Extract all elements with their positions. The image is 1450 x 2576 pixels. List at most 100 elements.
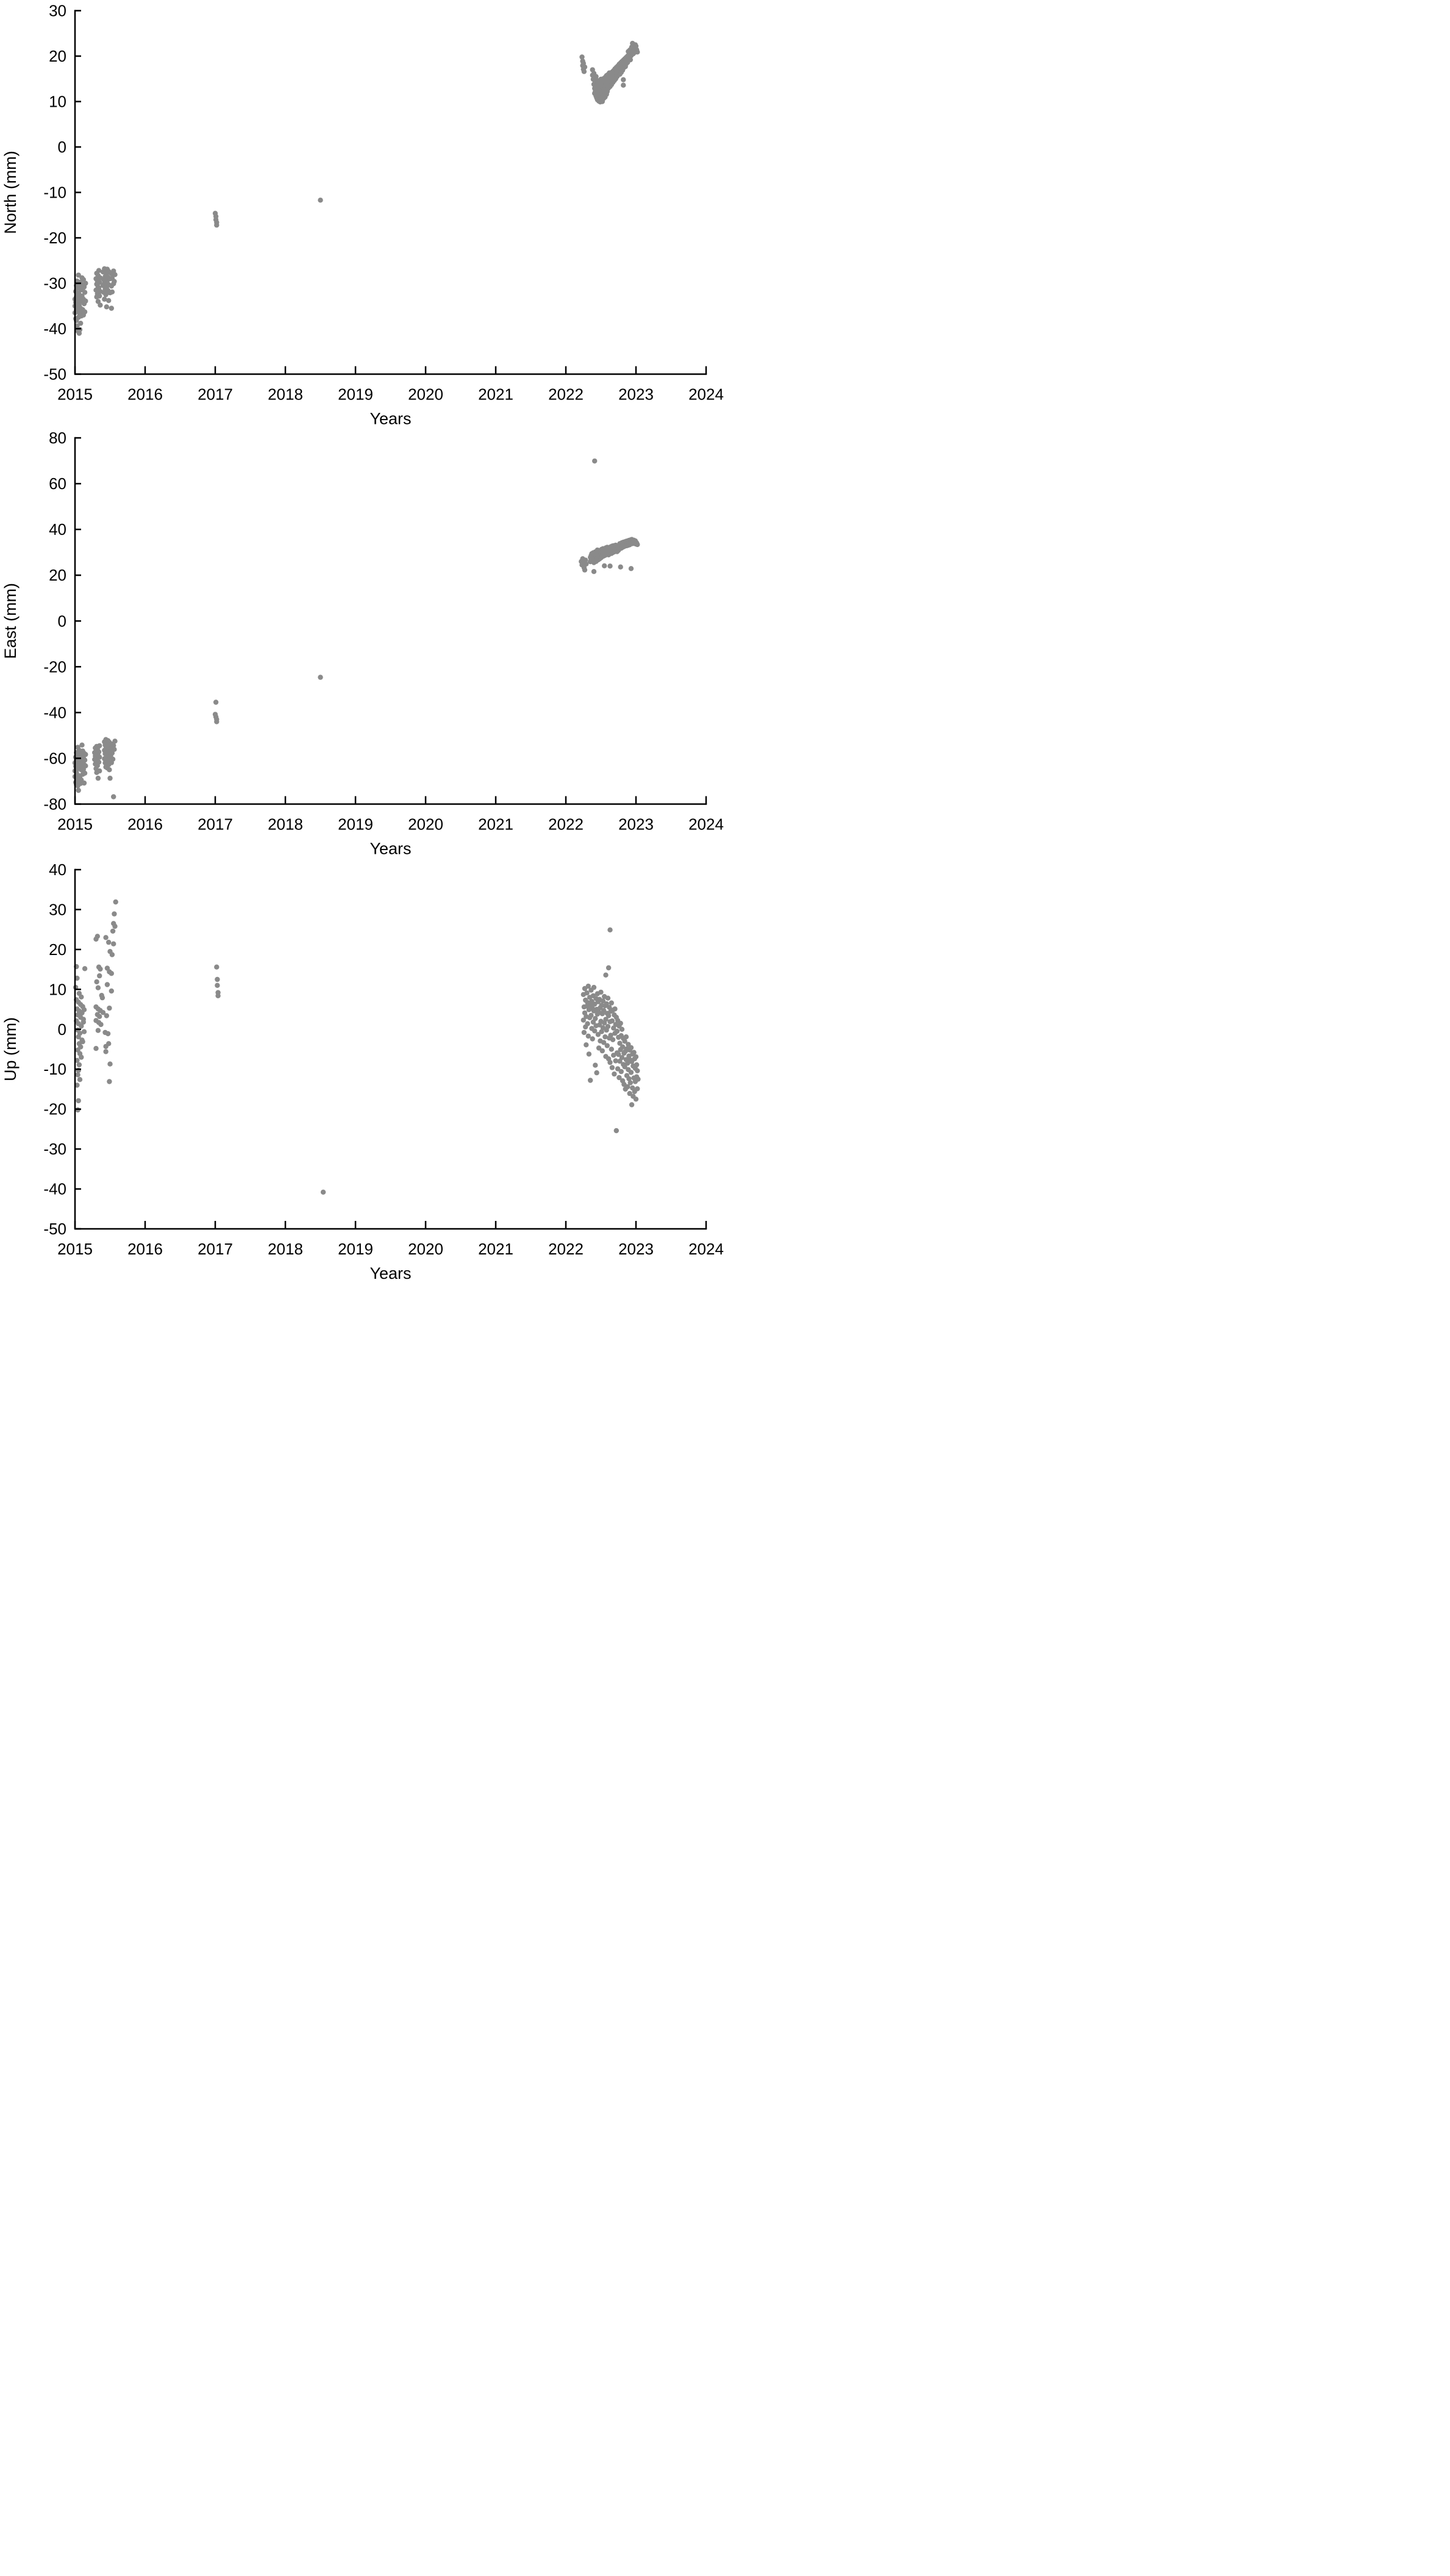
data-point [635, 542, 640, 548]
data-point [580, 1017, 586, 1023]
data-point [93, 1046, 99, 1051]
data-point [608, 1032, 613, 1038]
x-tick-label: 2024 [688, 815, 724, 834]
data-point [83, 298, 88, 304]
data-point [110, 928, 116, 934]
data-point [109, 289, 115, 295]
y-tick-label: -30 [43, 274, 66, 293]
y-tick-label: -20 [43, 657, 66, 676]
panel-up: 40 30 20 10 0 -10 -20 -30 -40 -50 2015 2016 2017 2018… [0, 859, 725, 1288]
data-point [605, 1024, 611, 1029]
data-point [607, 1059, 613, 1065]
data-point [81, 1029, 87, 1034]
x-tick-label: 2016 [127, 385, 163, 404]
data-point [104, 304, 109, 310]
y-tick-label: 0 [58, 1020, 66, 1039]
y-tick-label: 40 [49, 520, 66, 538]
data-point [591, 569, 597, 574]
y-axis-title: Up (mm) [1, 1017, 20, 1081]
y-axis-title: East (mm) [1, 583, 20, 659]
x-tick-label: 2021 [478, 815, 513, 834]
data-point [584, 561, 589, 567]
data-point [614, 1028, 620, 1034]
data-point [103, 292, 109, 298]
x-tick-label: 2016 [127, 1240, 163, 1258]
data-point [112, 279, 117, 284]
data-point [78, 320, 84, 326]
panel-east: 80 60 40 20 0 -20 -40 -60 -80 2015 2016 2017 2018 201… [0, 429, 725, 859]
data-point [83, 751, 88, 757]
data-point [581, 69, 587, 74]
y-tick-label: 0 [58, 612, 66, 630]
x-tick-label: 2021 [478, 385, 513, 404]
data-point [215, 976, 220, 982]
data-point [585, 983, 591, 989]
data-point [79, 742, 85, 748]
data-point [105, 1031, 111, 1037]
data-point [619, 1026, 625, 1032]
data-point [586, 1051, 592, 1057]
data-point [605, 965, 612, 971]
x-tick-label: 2018 [268, 815, 303, 834]
x-tick-label: 2023 [618, 385, 654, 404]
x-tick-label: 2017 [198, 385, 233, 404]
data-point [604, 1043, 610, 1048]
data-point [610, 1037, 616, 1043]
x-tick-label: 2017 [198, 815, 233, 834]
data-point [97, 743, 102, 749]
data-point [612, 1071, 617, 1077]
data-point [618, 1020, 623, 1026]
x-tick-label: 2019 [338, 815, 373, 834]
x-tick-label: 2022 [548, 385, 584, 404]
data-point [82, 290, 88, 295]
data-point [604, 1001, 609, 1007]
data-point [622, 1064, 627, 1070]
data-point [627, 1090, 632, 1097]
data-point [635, 1068, 640, 1074]
data-point [622, 1039, 627, 1044]
data-point [110, 756, 116, 762]
y-tick-label: 30 [49, 900, 66, 918]
data-point [95, 775, 101, 781]
data-point [635, 1076, 641, 1082]
data-point [106, 939, 112, 945]
data-point [609, 1046, 614, 1052]
data-point [612, 1006, 618, 1012]
data-point [635, 49, 640, 55]
data-point [76, 272, 81, 278]
data-point [623, 1034, 629, 1040]
data-point [215, 982, 220, 989]
data-point [596, 1045, 602, 1051]
data-point [107, 1079, 112, 1084]
y-tick-label: -30 [43, 1140, 66, 1158]
data-point [625, 1084, 630, 1090]
data-point [633, 1054, 639, 1060]
data-point [83, 763, 88, 769]
data-point [628, 1045, 634, 1051]
data-point [618, 564, 623, 570]
x-tick-label: 2020 [408, 1240, 443, 1258]
data-point [582, 64, 588, 70]
data-point [621, 77, 626, 82]
data-point [613, 1058, 618, 1064]
north-points [72, 40, 640, 336]
y-tick-label: 10 [49, 93, 66, 111]
y-tick-label: 20 [49, 47, 66, 65]
x-tick-label: 2022 [548, 815, 584, 834]
data-point [97, 279, 102, 285]
data-point [82, 966, 88, 971]
x-axis-title: Years [370, 410, 411, 428]
data-point [628, 1070, 634, 1075]
up-points [73, 899, 641, 1195]
data-point [79, 1023, 84, 1029]
data-point [100, 1010, 106, 1015]
data-point [97, 1014, 102, 1020]
y-tick-label: 60 [49, 474, 66, 493]
data-point [214, 964, 220, 970]
data-point [599, 1029, 604, 1034]
east-axes [74, 437, 707, 805]
x-tick-label: 2018 [268, 1240, 303, 1258]
